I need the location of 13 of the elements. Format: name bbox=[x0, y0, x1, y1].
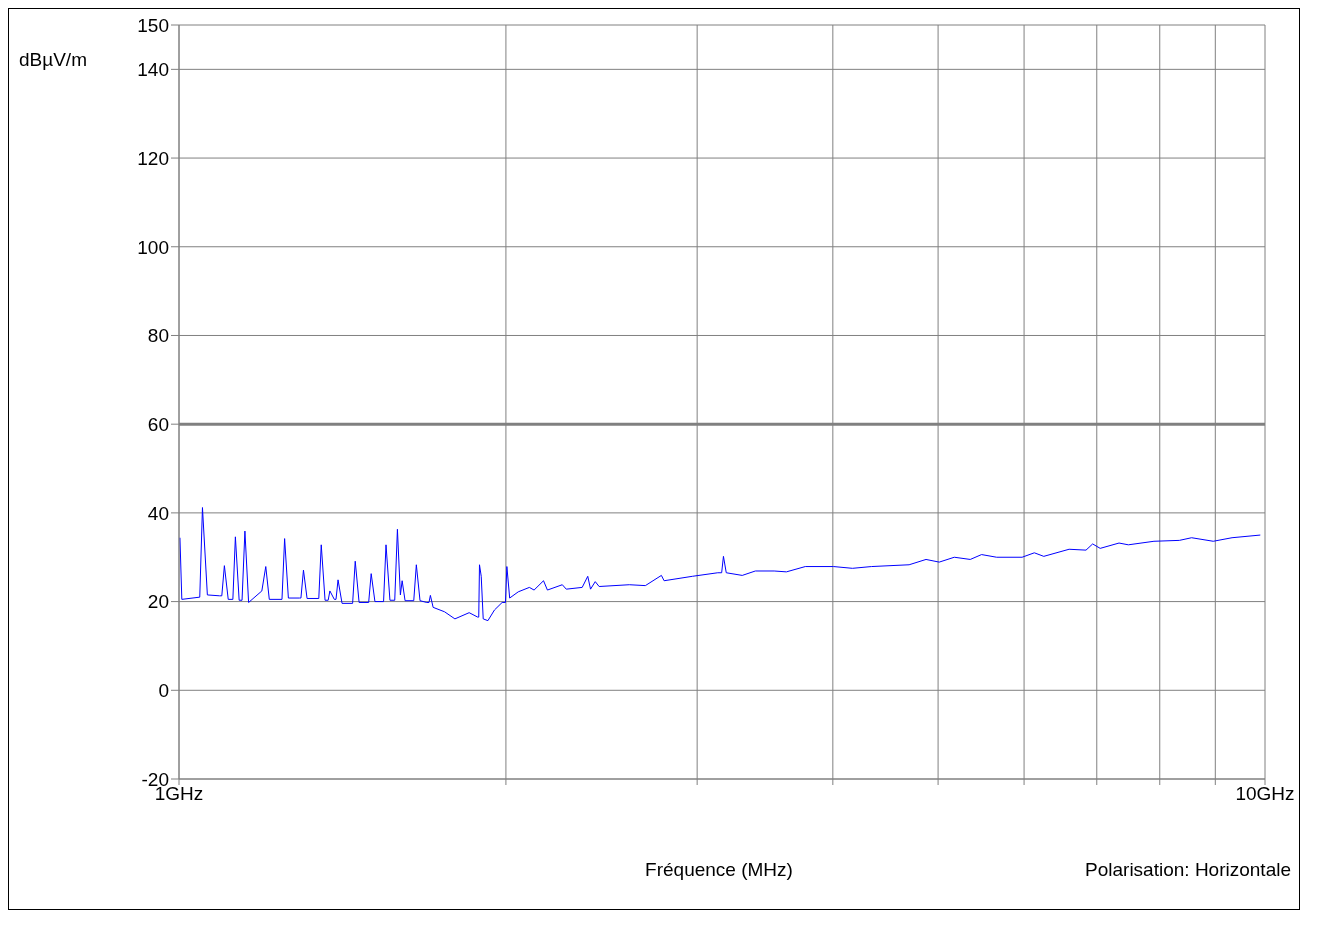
y-tick-label: 100 bbox=[137, 236, 169, 258]
y-tick-label: 140 bbox=[137, 59, 169, 81]
y-axis-title: dBµV/m bbox=[19, 49, 87, 71]
y-tick-label: 150 bbox=[137, 14, 169, 36]
y-tick-label: 80 bbox=[147, 325, 169, 347]
y-tick-label: 120 bbox=[137, 147, 169, 169]
y-tick-label: 0 bbox=[158, 680, 169, 702]
x-axis-title: Fréquence (MHz) bbox=[645, 859, 793, 880]
x-tick-label: 10GHz bbox=[1235, 783, 1295, 805]
y-tick-label: 20 bbox=[147, 591, 169, 613]
y-tick-label: 40 bbox=[147, 502, 169, 524]
y-tick-label: 60 bbox=[147, 413, 169, 435]
text: Polarisation: Horizontale bbox=[1085, 859, 1291, 881]
